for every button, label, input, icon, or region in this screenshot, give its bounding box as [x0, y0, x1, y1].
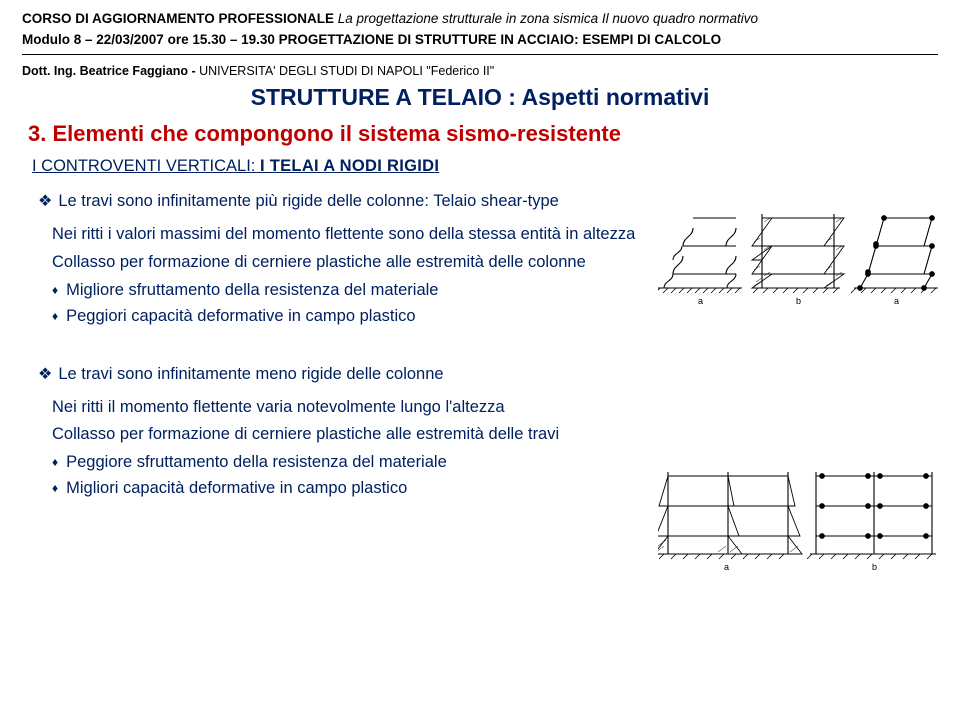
sub-1-1-text: Migliore sfruttamento della resistenza d…	[66, 279, 438, 303]
page-title: STRUTTURE A TELAIO : Aspetti normativi	[22, 84, 938, 111]
course-title-2: Il nuovo quadro normativo	[602, 11, 758, 26]
bullet-diamond-icon: ❖	[38, 365, 52, 386]
figure-flex-columns: a b	[658, 458, 940, 572]
bullet-small-diamond-icon: ♦	[52, 305, 58, 328]
lead-2-text: Le travi sono infinitamente meno rigide …	[58, 365, 443, 384]
bullet-small-diamond-icon: ♦	[52, 477, 58, 500]
header-line-2: Modulo 8 – 22/03/2007 ore 15.30 – 19.30 …	[22, 31, 938, 50]
para-1-1: Nei ritti i valori massimi del momento f…	[52, 223, 652, 247]
course-prefix: CORSO DI AGGIORNAMENTO PROFESSIONALE	[22, 11, 338, 26]
para-1-2: Collasso per formazione di cerniere plas…	[52, 251, 652, 275]
fig1-label-a: a	[698, 296, 703, 306]
header-line-3: Dott. Ing. Beatrice Faggiano - UNIVERSIT…	[22, 63, 938, 81]
lead-1-text: Le travi sono infinitamente più rigide d…	[58, 192, 559, 211]
subheading: I CONTROVENTI VERTICALI: I TELAI A NODI …	[32, 157, 938, 176]
slide-page: CORSO DI AGGIORNAMENTO PROFESSIONALE La …	[0, 0, 960, 720]
section-heading: 3. Elementi che compongono il sistema si…	[28, 121, 938, 147]
fig2-label-b: b	[872, 562, 877, 572]
sub-2-2: ♦ Migliori capacità deformative in campo …	[52, 477, 692, 501]
bullet-small-diamond-icon: ♦	[52, 451, 58, 474]
content-area: a b a	[22, 192, 938, 501]
subheading-plain: I CONTROVENTI VERTICALI:	[32, 157, 260, 175]
header-line-1: CORSO DI AGGIORNAMENTO PROFESSIONALE La …	[22, 10, 938, 29]
lead-2: ❖ Le travi sono infinitamente meno rigide…	[38, 365, 938, 386]
sub-2-1: ♦ Peggiore sfruttamento della resistenza …	[52, 451, 692, 475]
module-bold: Modulo 8 – 22/03/2007 ore 15.30 – 19.30	[22, 32, 275, 47]
sub-2-1-text: Peggiore sfruttamento della resistenza d…	[66, 451, 447, 475]
course-title-1: La progettazione strutturale in zona sis…	[338, 11, 602, 26]
sub-1-1: ♦ Migliore sfruttamento della resistenza …	[52, 279, 692, 303]
subheading-em: I TELAI A NODI RIGIDI	[260, 157, 439, 175]
para-2-1: Nei ritti il momento flettente varia not…	[52, 396, 652, 420]
sub-1-2: ♦ Peggiori capacità deformative in campo …	[52, 305, 692, 329]
course-header: CORSO DI AGGIORNAMENTO PROFESSIONALE La …	[22, 10, 938, 80]
fig1-label-b: b	[796, 296, 801, 306]
header-rule	[22, 54, 938, 55]
fig2-label-a: a	[724, 562, 729, 572]
bullet-diamond-icon: ❖	[38, 192, 52, 213]
figure-shear-type: a b a	[658, 198, 940, 306]
sub-2-2-text: Migliori capacità deformative in campo p…	[66, 477, 407, 501]
bullet-small-diamond-icon: ♦	[52, 279, 58, 302]
para-2-2: Collasso per formazione di cerniere plas…	[52, 423, 652, 447]
module-rest: PROGETTAZIONE DI STRUTTURE IN ACCIAIO: E…	[275, 32, 721, 47]
author-rest: UNIVERSITA' DEGLI STUDI DI NAPOLI "Feder…	[199, 64, 494, 78]
sub-1-2-text: Peggiori capacità deformative in campo p…	[66, 305, 415, 329]
fig1-label-a2: a	[894, 296, 899, 306]
author-prefix: Dott. Ing. Beatrice Faggiano -	[22, 64, 199, 78]
